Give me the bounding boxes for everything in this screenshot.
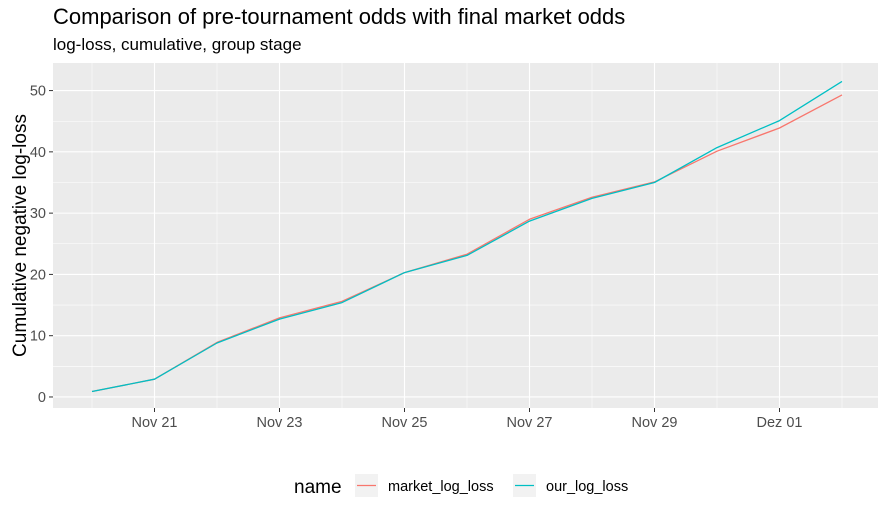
y-tick-label: 0 xyxy=(38,390,46,406)
x-tick-label: Dez 01 xyxy=(757,415,803,431)
x-tick-label: Nov 29 xyxy=(632,415,678,431)
y-tick-label: 20 xyxy=(30,267,46,283)
legend-title: name xyxy=(294,477,342,498)
x-tick-label: Nov 23 xyxy=(257,415,303,431)
series-line-our_log_loss xyxy=(91,80,843,393)
y-tick-label: 40 xyxy=(30,145,46,161)
minor-gridlines xyxy=(53,63,878,408)
chart-subtitle: log-loss, cumulative, group stage xyxy=(53,35,302,54)
chart-title: Comparison of pre-tournament odds with f… xyxy=(53,4,626,29)
plot-panel xyxy=(53,63,878,408)
legend: name market_log_loss our_log_loss xyxy=(294,474,628,498)
y-axis-label: Cumulative negative log-loss xyxy=(10,114,31,357)
y-axis: 0 10 20 30 40 50 xyxy=(30,84,53,406)
x-tick-label: Nov 25 xyxy=(382,415,428,431)
x-axis: Nov 21 Nov 23 Nov 25 Nov 27 Nov 29 Dez 01 xyxy=(132,408,803,431)
major-gridlines xyxy=(53,63,878,408)
legend-label-our_log_loss: our_log_loss xyxy=(546,479,628,495)
x-tick-label: Nov 21 xyxy=(132,415,178,431)
y-tick-label: 50 xyxy=(30,84,46,100)
legend-label-market_log_loss: market_log_loss xyxy=(388,479,494,495)
y-tick-label: 30 xyxy=(30,206,46,222)
x-tick-label: Nov 27 xyxy=(507,415,553,431)
y-tick-label: 10 xyxy=(30,329,46,345)
series-layer xyxy=(91,80,843,393)
